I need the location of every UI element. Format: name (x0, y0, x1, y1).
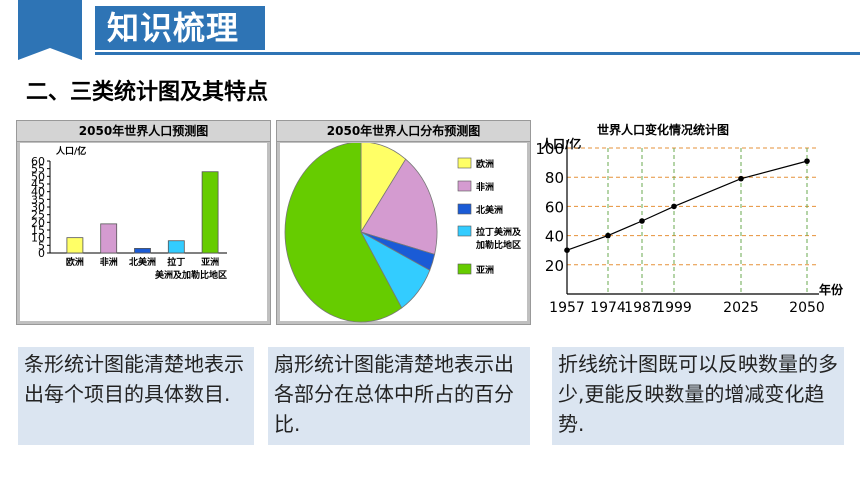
pie-legend-label: 加勒比地区 (475, 239, 521, 251)
line-x-tick-label: 2050 (789, 300, 825, 316)
line-point (605, 232, 611, 239)
pie-legend-swatch (457, 263, 472, 275)
page-title: 知识梳理 (95, 6, 265, 50)
line-x-tick-label: 2025 (723, 300, 759, 316)
line-point (804, 158, 810, 164)
bar-4 (167, 240, 185, 254)
pie-legend-swatch (457, 203, 472, 215)
bar-y-tick-label: 55 (31, 163, 45, 176)
pie-legend-swatch (457, 225, 472, 237)
bar-category-label: 欧洲 (66, 256, 84, 268)
bar-y-tick-label: 60 (31, 155, 45, 168)
bar-y-tick-label: 15 (31, 224, 45, 237)
bar-y-tick-label: 35 (31, 193, 45, 206)
line-point (564, 247, 570, 253)
bar-y-tick-label: 50 (31, 170, 45, 183)
bar-3 (134, 248, 151, 254)
bar-category-label: 亚洲 (201, 257, 219, 268)
bar-y-tick-label: 25 (31, 209, 45, 222)
pie-slice-5 (284, 141, 403, 323)
bar-chart-title: 2050年世界人口预测图 (17, 121, 270, 142)
bar-category-label: 非洲 (100, 256, 118, 268)
bar-5 (201, 171, 219, 254)
line-y-tick-label: 40 (545, 228, 564, 246)
bar-y-tick-label: 20 (31, 216, 45, 229)
line-unit-label: 人口/亿 (541, 136, 581, 151)
pie-legend-label: 非洲 (476, 181, 494, 193)
pie-legend-label: 拉丁美洲及 (476, 226, 522, 238)
title-underline (95, 52, 860, 55)
line-series (566, 160, 808, 251)
bar-category-label: 北美洲 (129, 256, 156, 268)
pie-legend-label: 欧洲 (476, 158, 494, 170)
pie-legend-swatch (457, 157, 472, 169)
bar-y-tick-label: 45 (31, 178, 45, 191)
line-point (671, 203, 677, 210)
caption-pie: 扇形统计图能清楚地表示出各部分在总体中所占的百分比. (268, 347, 530, 445)
line-chart-title: 世界人口变化情况统计图 (597, 122, 729, 137)
pie-chart-title: 2050年世界人口分布预测图 (277, 121, 530, 142)
bar-category-label: 拉丁 (167, 256, 185, 268)
line-y-tick-label: 20 (545, 257, 564, 275)
pie-chart-panel: 2050年世界人口分布预测图 欧洲非洲北美洲拉丁美洲及 加勒比地区亚洲 (276, 120, 531, 325)
bar-y-tick-label: 5 (38, 239, 45, 252)
line-x-tick-label: 1987 (624, 300, 660, 316)
line-y-tick-label: 80 (545, 169, 564, 187)
bar-y-tick-label: 0 (38, 247, 45, 260)
line-point (639, 218, 645, 224)
line-point (738, 175, 744, 182)
pie-legend-label: 亚洲 (476, 265, 494, 276)
bar-chart-panel: 2050年世界人口预测图 人口/亿 美洲及加勒比地区 0 5 10 15 20 25 30 3… (16, 120, 271, 325)
bar-y-tick-label: 30 (31, 201, 45, 214)
bar-2 (100, 223, 118, 254)
pie-slice-2 (360, 158, 438, 255)
pie-legend-swatch (457, 180, 472, 192)
line-y-tick-label: 60 (545, 198, 564, 216)
section-heading: 二、三类统计图及其特点 (26, 80, 269, 105)
bar-unit-label: 人口/亿 (55, 145, 86, 157)
line-x-tick-label: 1974 (590, 300, 626, 316)
bar-x-note: 美洲及加勒比地区 (155, 269, 227, 281)
caption-bar: 条形统计图能清楚地表示出每个项目的具体数目. (18, 347, 254, 445)
line-y-tick-label: 100 (537, 140, 564, 158)
caption-line: 折线统计图既可以反映数量的多少,更能反映数量的增减变化趋势. (552, 347, 844, 445)
line-x-tick-label: 1957 (549, 300, 585, 316)
bookmark-icon (18, 0, 82, 60)
pie-legend-label: 北美洲 (476, 204, 503, 216)
line-x-tick-label: 1999 (656, 300, 692, 316)
line-x-unit: 年份 (819, 282, 844, 297)
bar-1 (66, 237, 84, 254)
bar-y-tick-label: 10 (31, 232, 45, 245)
bar-y-tick-label: 40 (31, 186, 45, 199)
